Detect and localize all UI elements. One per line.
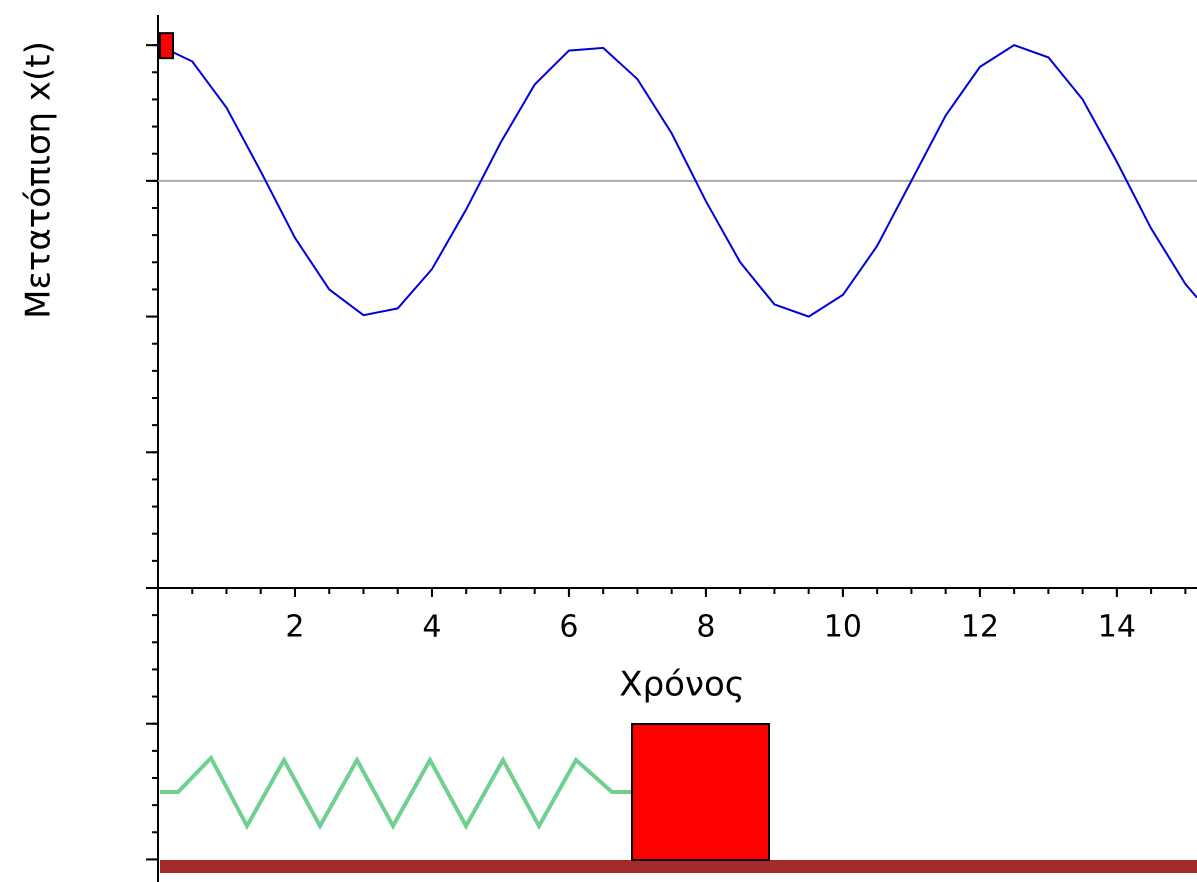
y-axis-label: Μετατόπιση x(t) <box>19 41 59 319</box>
x-tick-label: 10 <box>824 610 862 645</box>
x-tick-label: 14 <box>1098 610 1136 645</box>
x-tick-label: 2 <box>285 610 304 645</box>
series-line <box>157 43 1197 318</box>
x-tick-label: 8 <box>696 610 715 645</box>
x-tick-label: 12 <box>961 610 999 645</box>
spring <box>160 754 632 831</box>
x-tick-label: 4 <box>422 610 441 645</box>
ground <box>160 860 1197 873</box>
block <box>631 723 770 861</box>
marker <box>159 32 174 60</box>
x-axis-label: Χρόνος <box>619 665 744 705</box>
x-tick-label: 6 <box>559 610 578 645</box>
